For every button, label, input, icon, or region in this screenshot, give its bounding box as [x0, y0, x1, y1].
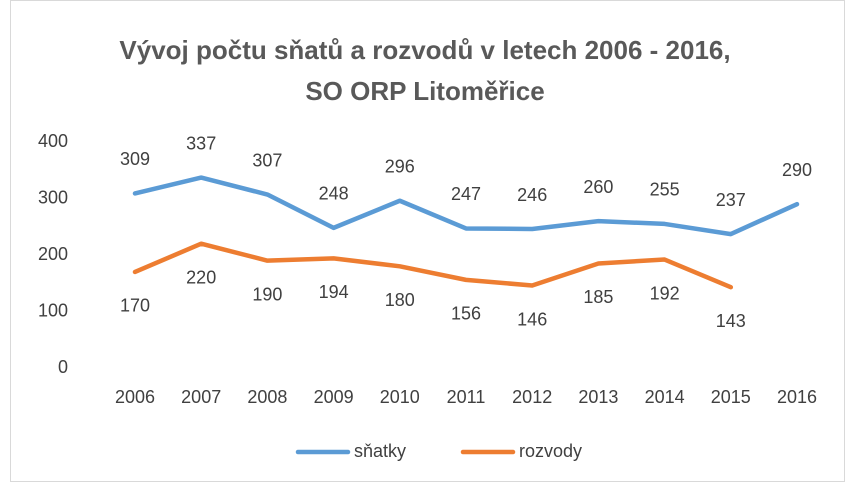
data-label: 156 — [451, 304, 481, 324]
data-label: 170 — [120, 296, 150, 316]
series-line — [132, 175, 800, 237]
data-label: 192 — [650, 283, 680, 303]
data-label: 309 — [120, 149, 150, 169]
data-label: 246 — [517, 185, 547, 205]
y-tick-label: 100 — [38, 300, 68, 320]
y-tick-label: 0 — [58, 357, 68, 377]
y-tick-label: 200 — [38, 244, 68, 264]
y-tick-label: 300 — [38, 187, 68, 207]
series-line — [132, 241, 734, 290]
data-label: 143 — [716, 311, 746, 331]
data-label: 296 — [385, 157, 415, 177]
data-label: 248 — [319, 184, 349, 204]
chart-title: SO ORP Litoměřice — [305, 76, 544, 106]
data-label: 255 — [650, 180, 680, 200]
x-tick-label: 2013 — [578, 387, 618, 407]
x-tick-label: 2008 — [247, 387, 287, 407]
x-tick-label: 2006 — [115, 387, 155, 407]
y-tick-label: 400 — [38, 131, 68, 151]
data-label: 290 — [782, 160, 812, 180]
chart-frame — [10, 0, 845, 482]
chart-title: Vývoj počtu sňatů a rozvodů v letech 200… — [119, 35, 730, 65]
data-label: 260 — [583, 177, 613, 197]
x-tick-label: 2007 — [181, 387, 221, 407]
data-label: 194 — [319, 282, 349, 302]
legend-label: sňatky — [354, 441, 406, 461]
x-tick-label: 2015 — [711, 387, 751, 407]
data-label: 337 — [186, 133, 216, 153]
x-tick-label: 2016 — [777, 387, 817, 407]
x-tick-label: 2010 — [380, 387, 420, 407]
legend-label: rozvody — [519, 441, 582, 461]
x-tick-label: 2012 — [512, 387, 552, 407]
data-label: 180 — [385, 290, 415, 310]
x-tick-label: 2014 — [645, 387, 685, 407]
data-label: 146 — [517, 309, 547, 329]
data-label: 190 — [252, 284, 282, 304]
data-label: 247 — [451, 184, 481, 204]
data-label: 237 — [716, 190, 746, 210]
data-label: 307 — [252, 150, 282, 170]
data-label: 220 — [186, 267, 216, 287]
x-tick-label: 2009 — [314, 387, 354, 407]
x-tick-label: 2011 — [447, 387, 486, 407]
data-label: 185 — [583, 287, 613, 307]
